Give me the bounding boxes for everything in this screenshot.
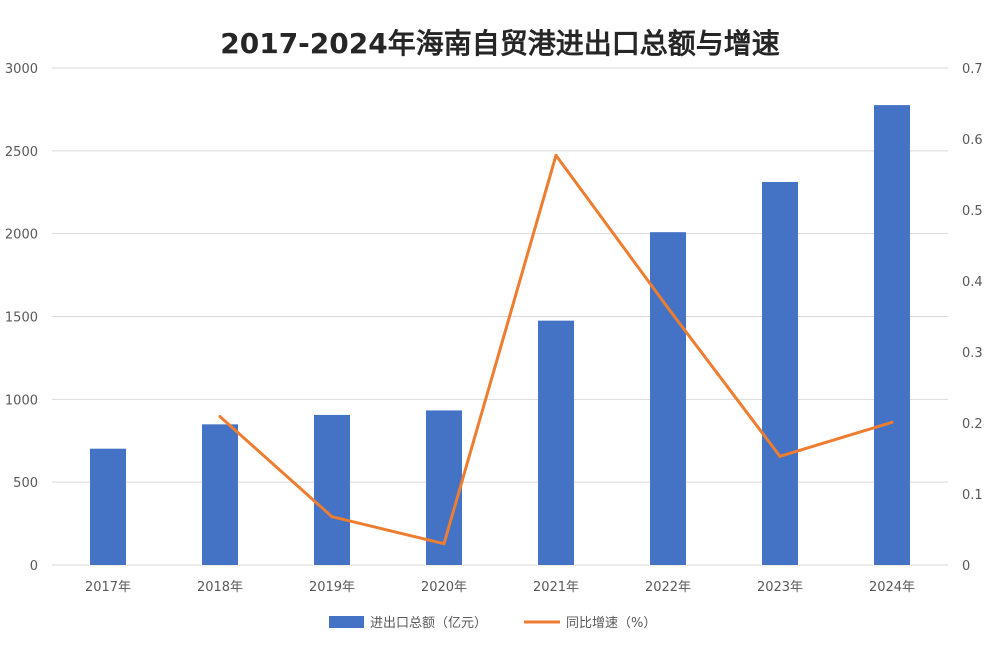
left-tick-label: 500 <box>13 476 38 491</box>
line-point <box>666 306 670 310</box>
category-label: 2021年 <box>533 580 579 595</box>
category-label: 2024年 <box>869 580 915 595</box>
bar <box>874 105 910 565</box>
category-labels: 2017年 2018年 2019年 2020年 2021年 2022年 2023年 2024年 <box>85 580 915 595</box>
bar-series <box>90 105 910 565</box>
bar <box>90 448 126 565</box>
right-tick-label: 0.2 <box>962 417 983 432</box>
bar <box>202 424 238 565</box>
line-point <box>442 542 446 546</box>
line-point <box>218 415 222 419</box>
bar <box>762 181 798 565</box>
legend-label-line: 同比增速（%） <box>566 616 656 631</box>
category-label: 2022年 <box>645 580 691 595</box>
left-tick-label: 1000 <box>5 393 38 408</box>
left-tick-label: 1500 <box>5 311 38 326</box>
right-tick-label: 0.6 <box>962 133 983 148</box>
category-label: 2023年 <box>757 580 803 595</box>
right-tick-label: 0.7 <box>962 62 983 77</box>
left-tick-label: 2500 <box>5 145 38 160</box>
left-tick-label: 3000 <box>5 62 38 77</box>
legend-swatch-bar <box>329 616 364 628</box>
line-point <box>554 153 558 157</box>
line-series <box>218 153 894 546</box>
category-label: 2017年 <box>85 580 131 595</box>
legend-label-bar: 进出口总额（亿元） <box>370 616 487 631</box>
right-tick-label: 0.4 <box>962 275 983 290</box>
bar <box>650 232 686 565</box>
bar <box>538 320 574 565</box>
right-tick-label: 0.5 <box>962 204 983 219</box>
chart-title: 2017-2024年海南自贸港进出口总额与增速 <box>220 27 779 60</box>
right-tick-label: 0 <box>962 559 970 574</box>
left-tick-label: 0 <box>30 559 38 574</box>
line-point <box>330 515 334 519</box>
category-label: 2020年 <box>421 580 467 595</box>
left-axis-ticks: 0 500 1000 1500 2000 2500 3000 <box>5 62 38 574</box>
line-point <box>778 454 782 458</box>
left-tick-label: 2000 <box>5 228 38 243</box>
category-label: 2018年 <box>197 580 243 595</box>
line-point <box>890 420 894 424</box>
bar <box>314 414 350 565</box>
gridlines <box>52 67 948 566</box>
right-tick-label: 0.3 <box>962 346 983 361</box>
right-axis-ticks: 0 0.1 0.2 0.3 0.4 0.5 0.6 0.7 <box>962 62 983 574</box>
right-tick-label: 0.1 <box>962 488 983 503</box>
category-label: 2019年 <box>309 580 355 595</box>
legend: 进出口总额（亿元） 同比增速（%） <box>329 616 656 631</box>
